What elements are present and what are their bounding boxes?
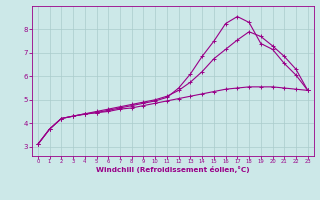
X-axis label: Windchill (Refroidissement éolien,°C): Windchill (Refroidissement éolien,°C) <box>96 166 250 173</box>
